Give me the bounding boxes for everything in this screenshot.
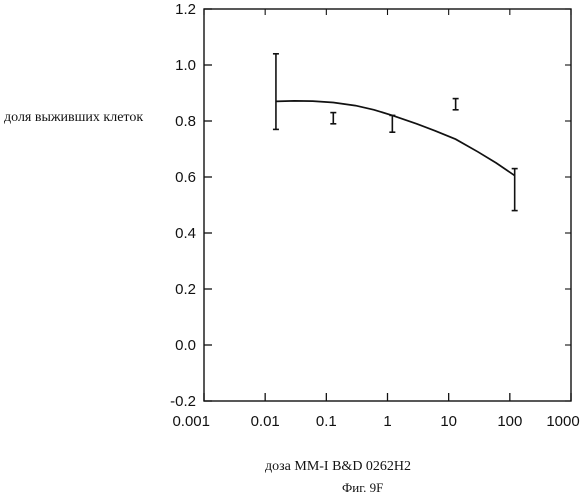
x-tick-label: 0.001 — [172, 413, 210, 430]
data-point-error-bar — [389, 115, 395, 132]
x-tick-label: 1 — [383, 413, 391, 430]
y-tick-label: -0.2 — [170, 393, 196, 410]
data-point-error-bar — [330, 113, 336, 124]
plot-frame — [204, 9, 571, 401]
x-tick-label: 0.01 — [251, 413, 280, 430]
x-tick-label: 100 — [497, 413, 522, 430]
fit-curve-line — [276, 101, 515, 176]
y-tick-label: 0.6 — [175, 169, 196, 186]
y-axis-label: доля выживших клеток — [4, 110, 143, 126]
plot-area — [204, 9, 571, 401]
error-bars-group — [273, 54, 518, 211]
x-axis-label: доза MM-I B&D 0262H2 — [265, 459, 411, 475]
y-tick-label: 0.8 — [175, 113, 196, 130]
axes: -0.2 0.0 0.2 0.4 0.6 0.8 1.0 1.2 0.001 0.01 0.1 1 10… — [170, 1, 580, 430]
x-tick-label: 0.1 — [316, 413, 337, 430]
y-tick-label: 0.4 — [175, 225, 196, 242]
fit-curve-group — [276, 101, 515, 176]
x-tick-label: 10 — [440, 413, 457, 430]
y-tick-label: 1.2 — [175, 1, 196, 18]
data-point-error-bar — [453, 99, 459, 110]
y-tick-label: 0.0 — [175, 337, 196, 354]
y-tick-label: 1.0 — [175, 57, 196, 74]
data-point-error-bar — [273, 54, 279, 130]
figure-caption: Фиг. 9F — [342, 480, 383, 496]
y-tick-label: 0.2 — [175, 281, 196, 298]
x-tick-label: 1000 — [546, 413, 579, 430]
